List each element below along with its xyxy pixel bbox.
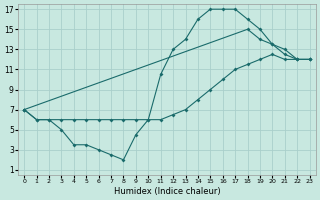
X-axis label: Humidex (Indice chaleur): Humidex (Indice chaleur) <box>114 187 220 196</box>
